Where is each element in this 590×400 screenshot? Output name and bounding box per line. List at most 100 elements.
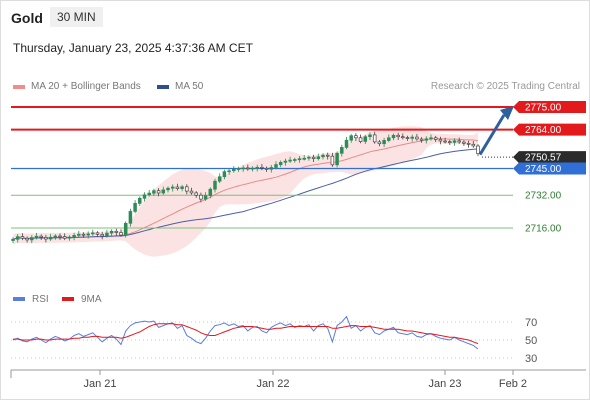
candle-body xyxy=(81,233,86,236)
candle-body xyxy=(429,137,433,140)
candle-body xyxy=(325,154,330,157)
candle-body xyxy=(340,147,344,154)
time-axis: Jan 21 Jan 22 Jan 23 Feb 2 xyxy=(10,369,586,390)
candle-body xyxy=(283,160,288,163)
candle xyxy=(11,237,15,244)
candle xyxy=(302,155,306,161)
candle xyxy=(194,191,198,198)
candle xyxy=(476,144,480,157)
candle xyxy=(217,173,222,184)
price-tag-bg xyxy=(513,151,586,164)
candle-body xyxy=(452,140,457,143)
timeframe-badge[interactable]: 30 MIN xyxy=(50,7,103,27)
candle xyxy=(77,230,81,238)
candle xyxy=(15,234,20,243)
legend-ma-bb: MA 20 + Bollinger Bands xyxy=(13,81,141,92)
ma50-line xyxy=(12,148,479,240)
x-tick-label: Jan 23 xyxy=(428,378,461,390)
candle-body xyxy=(44,237,48,240)
bollinger-band xyxy=(13,126,478,257)
candle xyxy=(372,131,377,144)
candle xyxy=(30,235,34,244)
candle xyxy=(175,183,180,191)
price-label-2764.00: 2764.00 xyxy=(525,125,562,136)
candle xyxy=(387,134,391,143)
candle xyxy=(58,233,62,240)
candle xyxy=(368,132,372,140)
candle-body xyxy=(358,137,363,142)
candle-body xyxy=(344,139,349,148)
timestamp: Thursday, January 23, 2025 4:37:36 AM CE… xyxy=(13,41,253,55)
candle-body xyxy=(269,167,274,170)
candle xyxy=(307,155,311,161)
candle xyxy=(260,164,264,171)
candle-body xyxy=(20,236,25,239)
candle xyxy=(311,154,316,162)
candle xyxy=(44,234,48,243)
candle-body xyxy=(58,235,62,238)
price-label-2732.00: 2732.00 xyxy=(525,191,562,202)
candle xyxy=(340,144,344,157)
candle xyxy=(349,133,353,143)
candle-body xyxy=(48,236,53,240)
candle xyxy=(166,186,170,193)
candle-body xyxy=(53,235,58,238)
candle xyxy=(72,232,76,241)
candle-body xyxy=(123,222,128,236)
candle-body xyxy=(133,203,137,212)
candle-body xyxy=(302,157,306,160)
candle-body xyxy=(250,167,255,170)
candle xyxy=(410,134,414,142)
candle xyxy=(264,166,269,172)
candle xyxy=(25,236,29,243)
candle xyxy=(100,231,104,240)
candle xyxy=(288,156,292,163)
candle-body xyxy=(213,180,217,190)
candle-body xyxy=(335,152,339,166)
candle xyxy=(123,221,128,238)
candle-body xyxy=(396,134,400,138)
candle-body xyxy=(433,137,438,140)
candle-body xyxy=(363,136,368,142)
price-label-2750.57: 2750.57 xyxy=(525,153,562,164)
candle-body xyxy=(128,211,133,224)
candle-body xyxy=(25,237,29,241)
candle-body xyxy=(274,164,278,168)
rsi-chart[interactable]: RSI 9MA 70 50 30 xyxy=(11,294,537,365)
price-label-2745.00: 2745.00 xyxy=(525,164,562,175)
candle xyxy=(325,152,330,160)
candle xyxy=(48,233,53,241)
candle xyxy=(142,192,147,202)
candle-body xyxy=(15,236,20,240)
candle-body xyxy=(293,159,297,161)
candle xyxy=(119,229,123,237)
candle xyxy=(81,232,86,238)
candle xyxy=(457,137,461,144)
candle xyxy=(114,228,119,236)
candle xyxy=(448,139,452,145)
candle-body xyxy=(311,156,316,159)
candle-body xyxy=(208,188,213,196)
candle xyxy=(335,151,339,168)
ma50-swatch xyxy=(157,84,169,89)
legend-ma50-label: MA 50 xyxy=(175,81,204,92)
candle xyxy=(466,140,471,148)
candle-body xyxy=(246,167,250,170)
candle-body xyxy=(222,171,227,178)
candle xyxy=(138,196,142,206)
candle xyxy=(391,133,396,141)
candle xyxy=(405,135,410,141)
rsi-tick-label: 50 xyxy=(525,335,537,347)
candle-body xyxy=(194,192,198,196)
candle xyxy=(401,133,405,140)
candle-body xyxy=(391,134,396,139)
candle-body xyxy=(34,235,39,238)
candle-body xyxy=(377,141,382,145)
rsi-line xyxy=(12,315,479,350)
candle-body xyxy=(170,186,175,189)
candle-body xyxy=(255,166,259,169)
candle xyxy=(152,188,156,196)
candle xyxy=(189,187,194,195)
candle xyxy=(67,235,72,241)
